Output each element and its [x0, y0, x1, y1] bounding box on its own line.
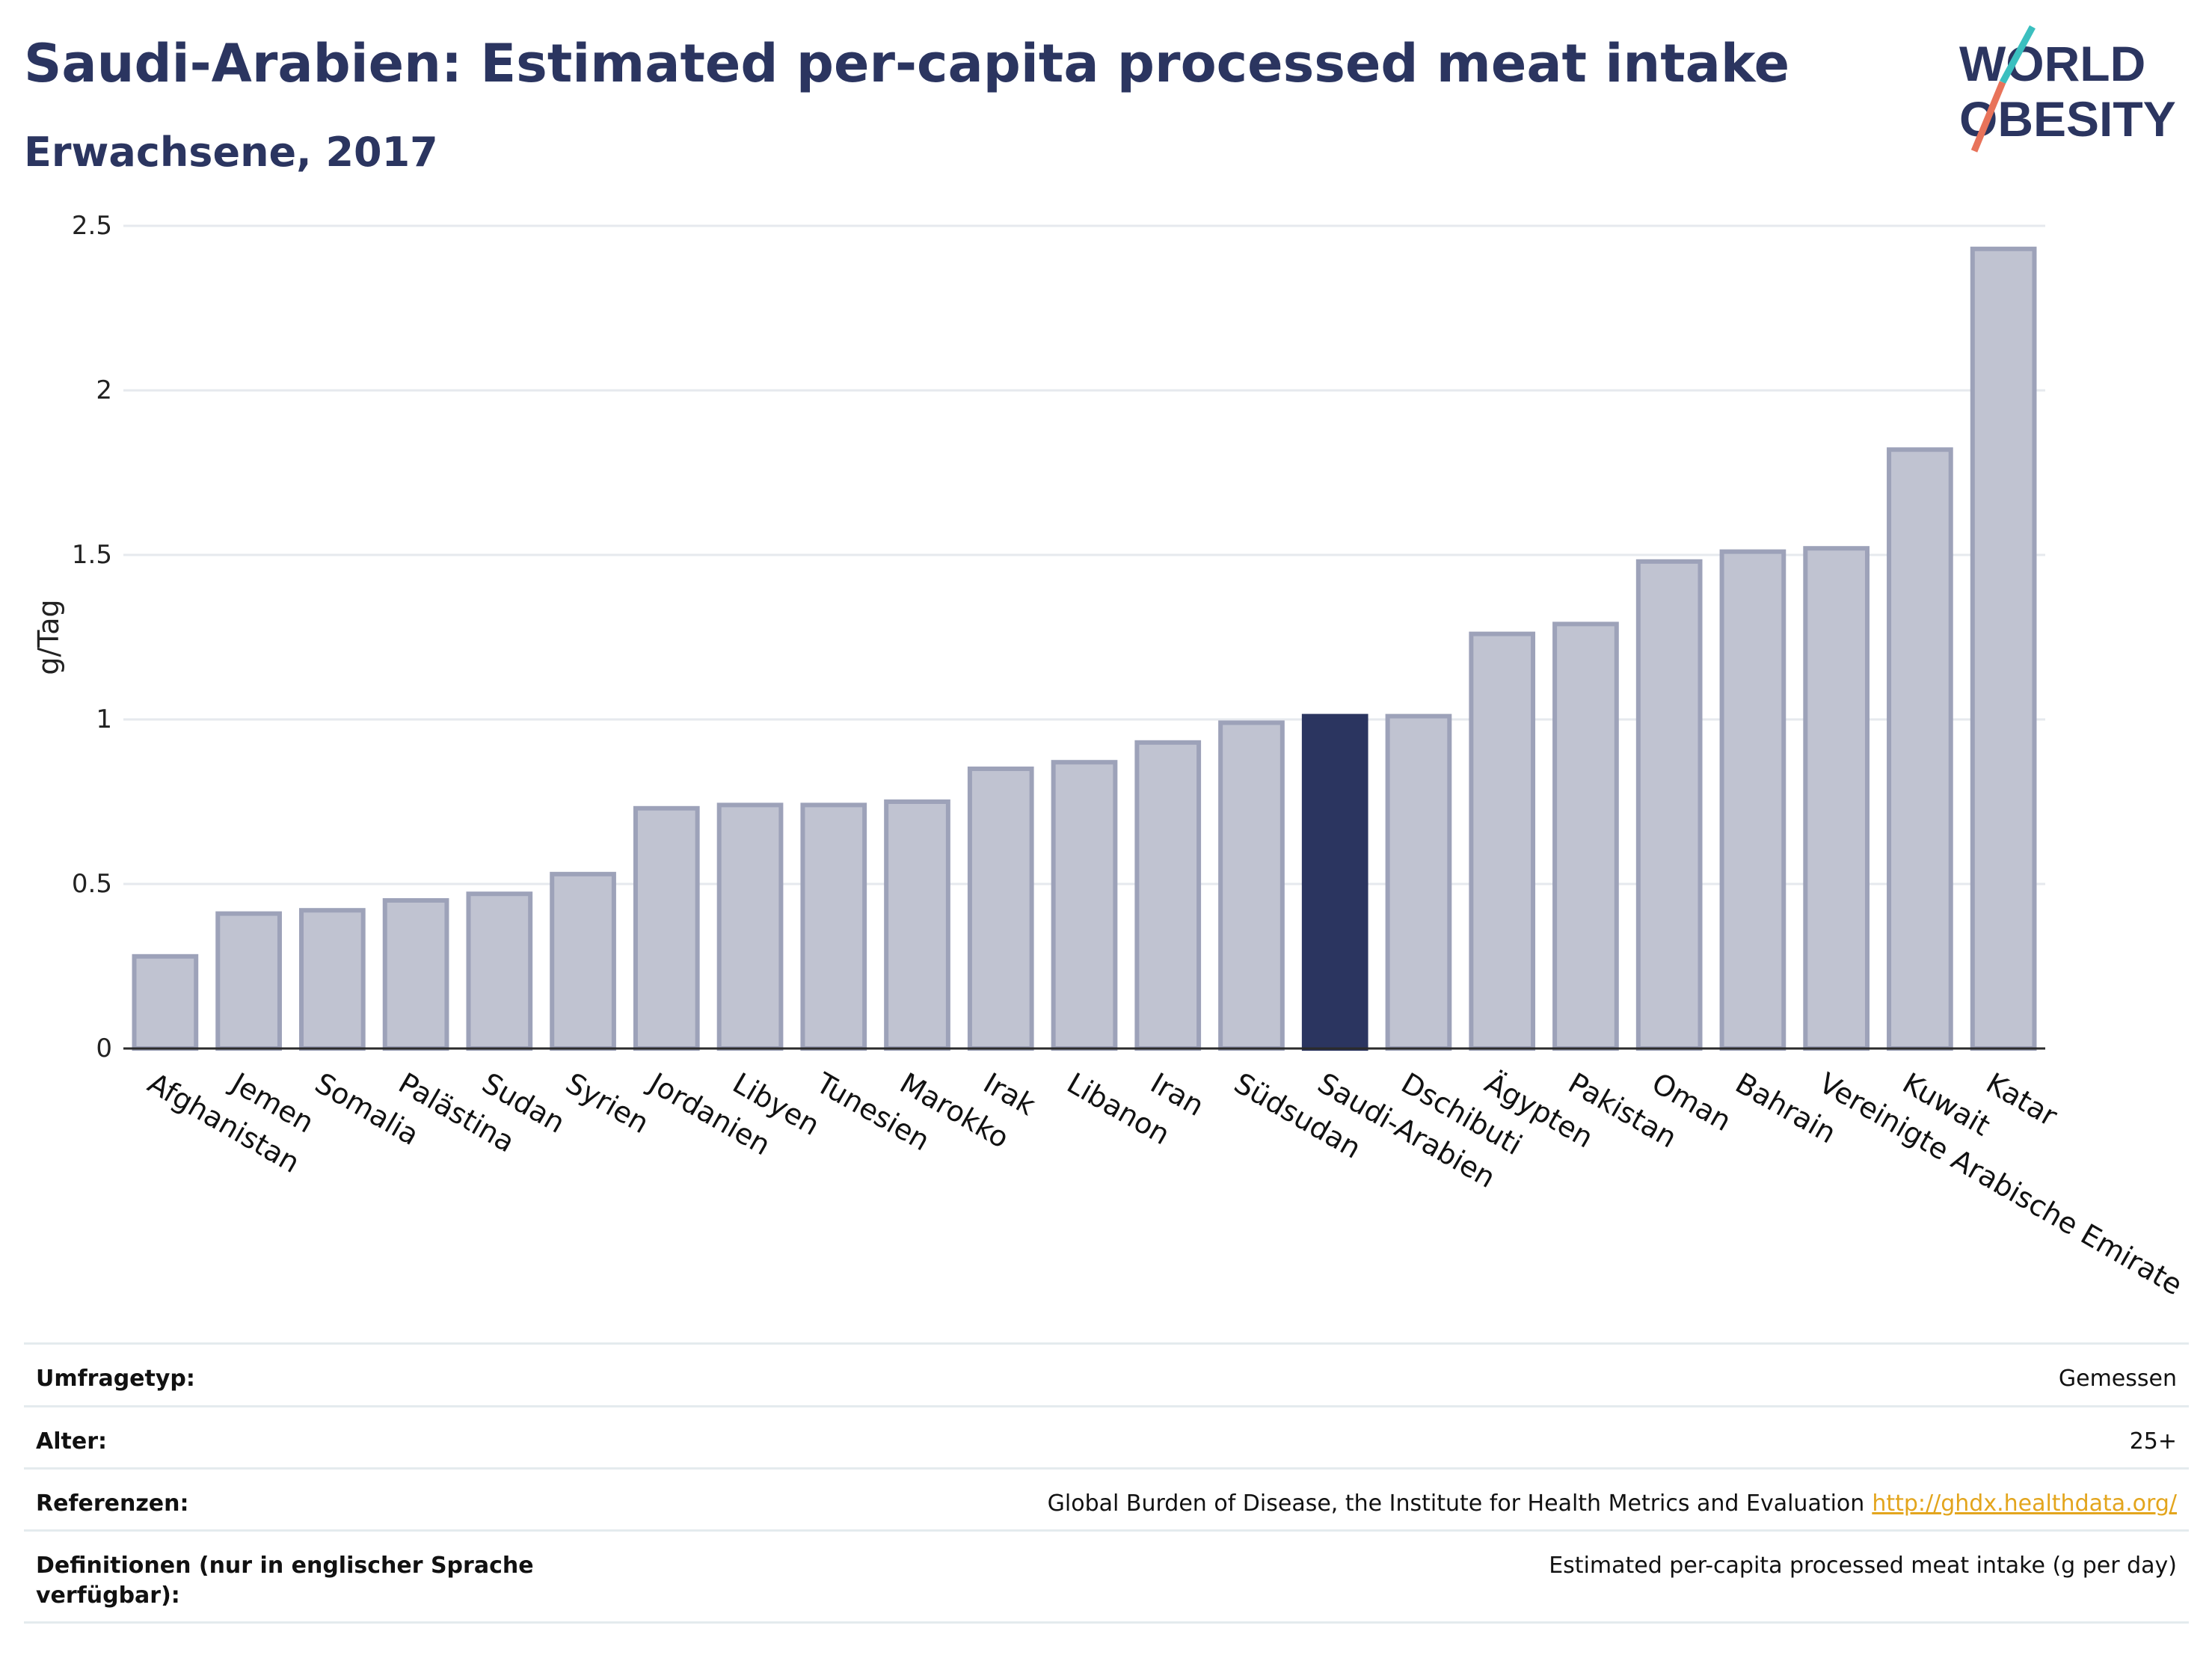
- bar: [1385, 713, 1452, 1051]
- meta-value: Global Burden of Disease, the Institute …: [1048, 1489, 2177, 1519]
- metadata-table: Umfragetyp: Gemessen Alter: 25+ Referenz…: [24, 1342, 2189, 1624]
- logo-line1: WORLD: [1959, 36, 2145, 91]
- meta-value: 25+: [2129, 1428, 2177, 1455]
- world-obesity-logo: WORLD OBESITY: [1959, 25, 2176, 153]
- meta-value: Estimated per-capita processed meat inta…: [1549, 1553, 2177, 1579]
- meta-row-definitions: Definitionen (nur in englischer Sprache …: [24, 1529, 2189, 1624]
- meta-row-survey-type: Umfragetyp: Gemessen: [24, 1342, 2189, 1405]
- y-tick-label: 2: [96, 375, 112, 405]
- bar: [550, 871, 616, 1051]
- bar: [884, 799, 950, 1051]
- bar-chart: 00.511.522.5g/TagAfghanistanJemenSomalia…: [32, 211, 2188, 1301]
- bar: [800, 802, 867, 1051]
- reference-link[interactable]: http://ghdx.healthdata.org/: [1872, 1490, 2177, 1517]
- meta-label: Referenzen:: [36, 1490, 189, 1517]
- logo-slash-bottom-icon: [1970, 81, 2006, 153]
- meta-label: Umfragetyp:: [36, 1366, 195, 1392]
- bar: [299, 908, 366, 1051]
- chart-title: Saudi-Arabien: Estimated per-capita proc…: [24, 33, 1790, 94]
- bar: [1719, 549, 1787, 1051]
- x-tick-label: Syrien: [560, 1066, 654, 1140]
- y-axis-label: g/Tag: [32, 599, 65, 675]
- reference-text: Global Burden of Disease, the Institute …: [1047, 1490, 1865, 1517]
- bar: [1803, 546, 1870, 1051]
- meta-row-references: Referenzen: Global Burden of Disease, th…: [24, 1467, 2189, 1529]
- y-tick-label: 1: [96, 704, 112, 734]
- meta-label: Alter:: [36, 1428, 107, 1455]
- bar: [215, 911, 282, 1051]
- bar: [1887, 447, 1953, 1051]
- bar: [633, 805, 700, 1051]
- bar: [1635, 559, 1703, 1051]
- meta-row-age: Alter: 25+: [24, 1405, 2189, 1467]
- logo-slash-top-icon: [2000, 25, 2036, 85]
- bar: [132, 954, 199, 1051]
- bar: [1051, 760, 1118, 1051]
- bar: [1301, 713, 1368, 1051]
- meta-label: Definitionen (nur in englischer Sprache …: [36, 1553, 534, 1609]
- meta-value: Gemessen: [2058, 1366, 2177, 1392]
- y-tick-label: 0.5: [72, 869, 112, 899]
- x-tick-label: Katar: [1981, 1066, 2063, 1133]
- bar: [1134, 740, 1202, 1051]
- y-tick-label: 2.5: [72, 211, 112, 241]
- bar: [1552, 621, 1619, 1051]
- bar: [1970, 246, 2037, 1051]
- bar: [967, 767, 1034, 1051]
- bar: [382, 898, 449, 1051]
- bar: [466, 891, 533, 1051]
- chart-subtitle: Erwachsene, 2017: [24, 129, 438, 176]
- y-tick-label: 0: [96, 1034, 112, 1063]
- bar: [1469, 631, 1536, 1051]
- bar: [1218, 720, 1285, 1051]
- bar: [716, 802, 784, 1051]
- y-tick-label: 1.5: [72, 540, 112, 570]
